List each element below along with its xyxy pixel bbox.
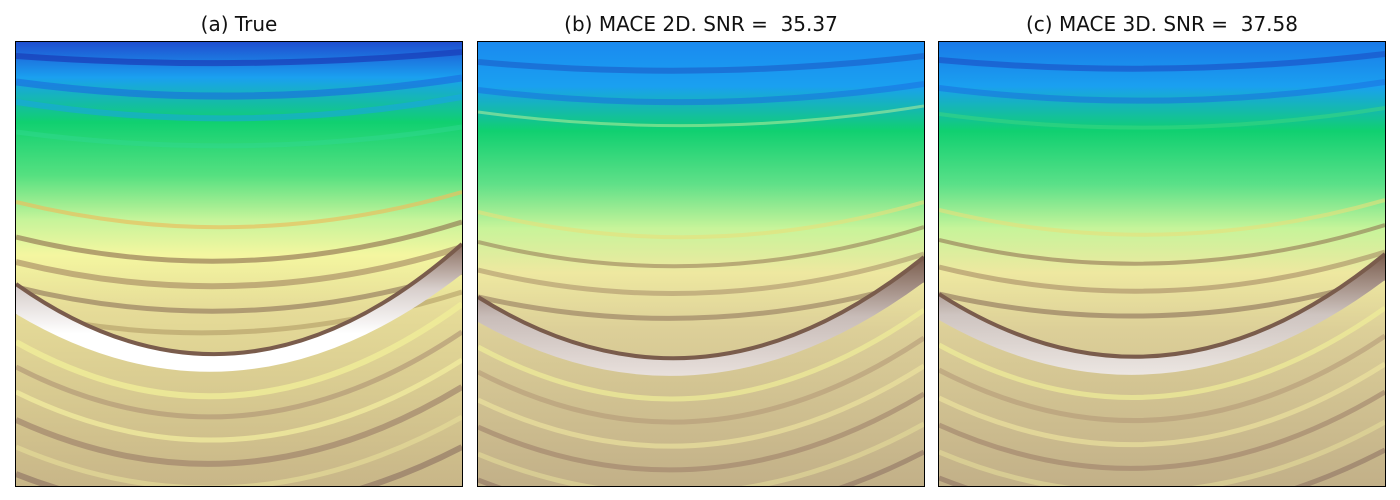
panel-title-true: (a) True <box>200 12 278 36</box>
seismic-section-mace-3d <box>939 42 1385 486</box>
seismic-section-mace-2d <box>478 42 924 486</box>
seismic-image-true <box>15 41 463 487</box>
panel-mace-3d: (c) MACE 3D. SNR = 37.58 <box>938 0 1386 500</box>
panel-title-mace-3d: (c) MACE 3D. SNR = 37.58 <box>1026 12 1298 36</box>
seismic-image-mace-2d <box>477 41 925 487</box>
panel-title-mace-2d: (b) MACE 2D. SNR = 35.37 <box>564 12 838 36</box>
panel-true: (a) True <box>15 0 463 500</box>
seismic-section-true <box>16 42 462 486</box>
panel-mace-2d: (b) MACE 2D. SNR = 35.37 <box>477 0 925 500</box>
seismic-image-mace-3d <box>938 41 1386 487</box>
